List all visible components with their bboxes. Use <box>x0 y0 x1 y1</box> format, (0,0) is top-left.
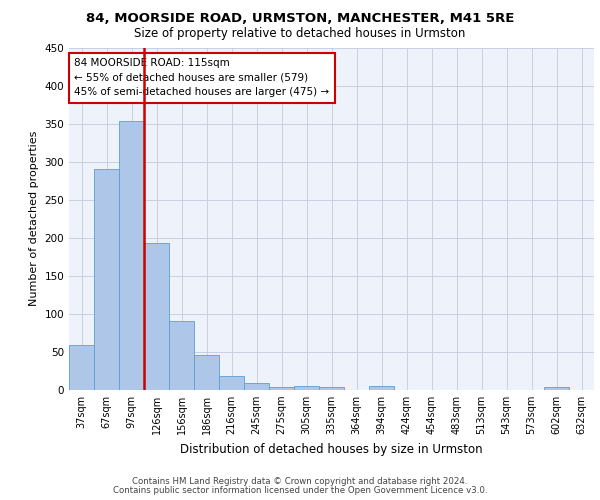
X-axis label: Distribution of detached houses by size in Urmston: Distribution of detached houses by size … <box>180 442 483 456</box>
Bar <box>219 376 244 390</box>
Bar <box>269 387 294 390</box>
Bar <box>144 243 169 390</box>
Y-axis label: Number of detached properties: Number of detached properties <box>29 131 39 306</box>
Text: Size of property relative to detached houses in Urmston: Size of property relative to detached ho… <box>134 28 466 40</box>
Bar <box>544 387 569 390</box>
Bar <box>169 320 194 390</box>
Bar <box>69 345 94 390</box>
Bar <box>194 355 219 390</box>
Text: 84 MOORSIDE ROAD: 115sqm
← 55% of detached houses are smaller (579)
45% of semi-: 84 MOORSIDE ROAD: 115sqm ← 55% of detach… <box>74 58 329 98</box>
Bar <box>369 386 394 390</box>
Text: 84, MOORSIDE ROAD, URMSTON, MANCHESTER, M41 5RE: 84, MOORSIDE ROAD, URMSTON, MANCHESTER, … <box>86 12 514 26</box>
Bar <box>319 387 344 390</box>
Bar <box>294 386 319 390</box>
Bar <box>94 170 119 390</box>
Bar <box>244 383 269 390</box>
Text: Contains public sector information licensed under the Open Government Licence v3: Contains public sector information licen… <box>113 486 487 495</box>
Text: Contains HM Land Registry data © Crown copyright and database right 2024.: Contains HM Land Registry data © Crown c… <box>132 477 468 486</box>
Bar <box>119 120 144 390</box>
